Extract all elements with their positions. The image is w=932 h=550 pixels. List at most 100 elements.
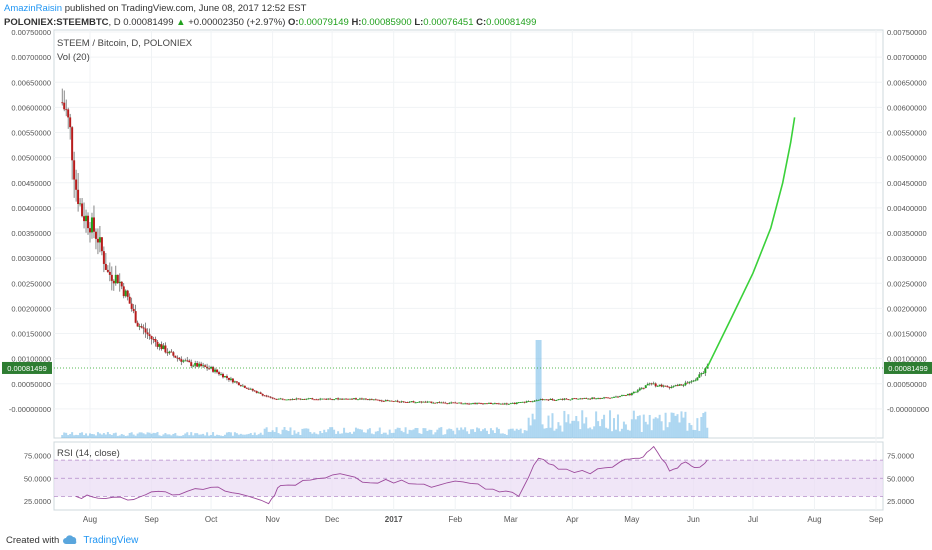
candle-body — [335, 398, 338, 400]
projection-curve — [706, 117, 796, 368]
volume-bar — [462, 429, 465, 438]
y-tick-label-left: 0.00600000 — [11, 103, 51, 112]
x-tick-label: Nov — [265, 515, 279, 524]
volume-bar — [343, 427, 346, 438]
volume-bar — [414, 427, 417, 438]
volume-bar — [142, 433, 145, 438]
candle-body — [261, 393, 264, 396]
candle-body — [511, 402, 514, 404]
volume-bar — [279, 434, 282, 438]
volume-bar — [678, 422, 681, 438]
volume-bar — [130, 432, 133, 438]
volume-bar — [499, 433, 502, 438]
volume-bar — [347, 432, 350, 438]
volume-bar — [632, 410, 635, 438]
volume-bar — [432, 434, 435, 438]
x-tick-label: Feb — [448, 515, 462, 524]
volume-bar — [523, 430, 526, 438]
y-tick-label-left: 0.00100000 — [11, 355, 51, 364]
candle-body — [628, 393, 631, 395]
candle-body — [523, 401, 526, 403]
candle-body — [106, 269, 109, 272]
volume-bar — [476, 427, 479, 438]
rsi-tick-label-left: 50.0000 — [24, 474, 51, 483]
volume-bar — [319, 430, 322, 438]
volume-bar — [468, 433, 471, 438]
volume-bar — [541, 424, 544, 438]
candle-body — [616, 396, 619, 398]
volume-bar — [420, 433, 423, 438]
volume-bar — [65, 432, 68, 438]
volume-bar — [150, 433, 153, 438]
volume-bar — [561, 431, 564, 438]
candle-body — [386, 400, 389, 401]
author-name[interactable]: AmazinRaisin — [4, 3, 63, 14]
candle-body — [277, 398, 280, 400]
candle-body — [170, 351, 173, 353]
candle-body — [432, 402, 435, 404]
y-tick-label-right: 0.00150000 — [887, 330, 927, 339]
candle-body — [525, 401, 528, 403]
candle-body — [79, 203, 82, 205]
volume-bar — [495, 427, 498, 438]
tradingview-logo-text[interactable]: TradingView — [83, 534, 139, 546]
candle-body — [636, 390, 639, 392]
symbol: POLONIEX:STEEMBTC — [4, 17, 109, 28]
volume-bar — [154, 433, 157, 438]
volume-bar — [237, 434, 240, 438]
volume-bar — [267, 431, 270, 438]
candle-body — [343, 398, 346, 400]
volume-bar — [378, 427, 381, 438]
volume-bar — [436, 429, 439, 438]
volume-bar — [626, 429, 629, 438]
candle-body — [557, 399, 560, 401]
volume-bar — [700, 416, 703, 438]
candle-body — [303, 399, 306, 400]
rsi-tick-label-right: 25.0000 — [887, 497, 914, 506]
candle-body — [452, 402, 455, 404]
candle-body — [267, 396, 270, 398]
volume-bar — [406, 433, 409, 438]
candle-body — [555, 400, 558, 401]
volume-bar — [394, 429, 397, 438]
volume-bar — [210, 435, 213, 438]
y-tick-label-left: 0.00650000 — [11, 78, 51, 87]
volume-bar — [297, 431, 300, 438]
candle-body — [214, 369, 217, 372]
volume-bar — [438, 427, 441, 438]
candle-body — [618, 396, 621, 397]
candle-body — [702, 373, 705, 374]
candle-body — [257, 392, 260, 394]
candle-body — [567, 399, 570, 401]
volume-bar — [529, 425, 532, 438]
candle-body — [85, 215, 88, 222]
volume-bar — [229, 432, 232, 438]
volume-bar — [285, 430, 288, 438]
volume-bar — [416, 428, 419, 438]
candle-body — [104, 263, 107, 270]
candle-body — [513, 402, 516, 405]
x-tick-label: Jul — [748, 515, 758, 524]
y-tick-label-left: -0.00000000 — [9, 405, 51, 414]
volume-bar — [616, 414, 619, 438]
x-tick-label: Aug — [83, 515, 97, 524]
candle-body — [507, 403, 510, 405]
candle-body — [255, 391, 258, 393]
volume-bar — [517, 429, 520, 438]
candle-body — [694, 380, 697, 382]
volume-bar — [148, 432, 151, 438]
volume-bar — [85, 433, 88, 438]
candle-body — [220, 373, 222, 375]
volume-bar — [313, 432, 316, 438]
volume-bar — [77, 435, 80, 438]
volume-bar — [339, 433, 342, 438]
y-tick-label-right: 0.00600000 — [887, 103, 927, 112]
volume-bar — [470, 429, 473, 438]
candle-body — [614, 396, 617, 398]
y-tick-label-left: 0.00200000 — [11, 304, 51, 313]
volume-bar — [249, 433, 252, 438]
candle-body — [517, 402, 520, 403]
volume-bar — [295, 433, 298, 438]
low-label: L: — [414, 17, 424, 28]
